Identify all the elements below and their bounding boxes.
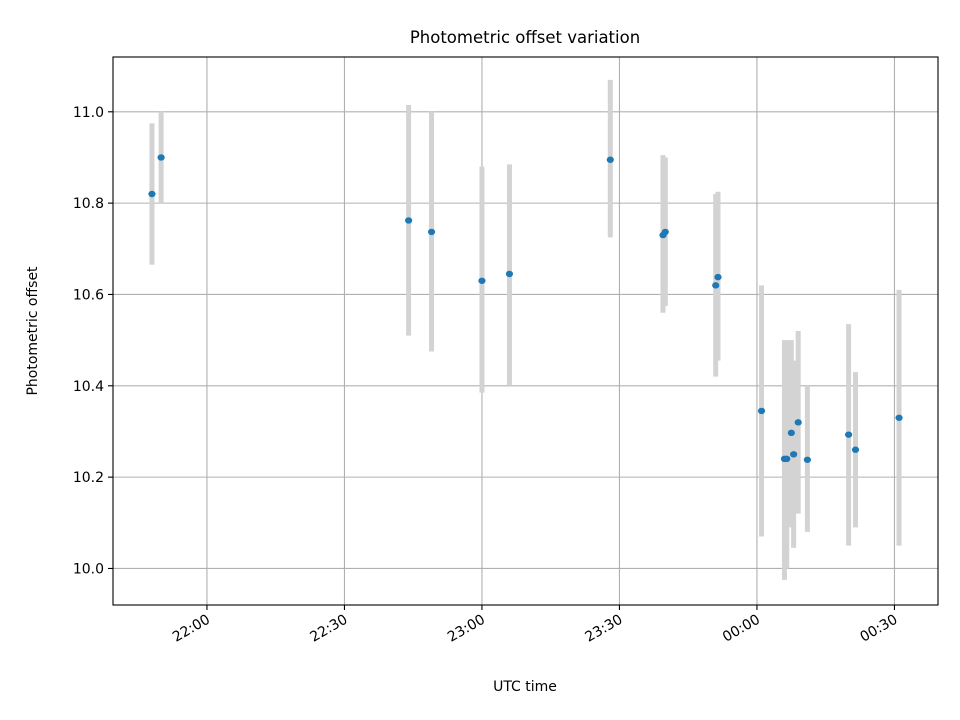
data-point (851, 446, 860, 453)
y-tick-label: 10.6 (73, 287, 104, 303)
data-point (427, 228, 436, 236)
data-point (606, 156, 614, 163)
y-tick-label: 10.2 (73, 470, 104, 486)
y-tick-label: 10.8 (73, 196, 104, 212)
y-tick-label: 10.0 (73, 561, 104, 577)
data-point (157, 154, 165, 161)
data-point (661, 228, 669, 236)
data-point (757, 407, 766, 415)
data-point (148, 190, 156, 198)
y-axis-label: Photometric offset (25, 266, 41, 396)
data-point (803, 456, 811, 463)
plot-frame (112, 56, 939, 606)
data-point (845, 431, 853, 438)
data-point (895, 414, 903, 421)
data-point (783, 455, 791, 463)
data-points (148, 154, 903, 463)
y-axis-ticks: 10.0 10.2 10.4 10.6 10.8 11.0 (73, 105, 113, 577)
data-point (478, 277, 486, 284)
data-point (712, 282, 720, 289)
y-tick-label: 10.4 (73, 379, 104, 395)
data-point (714, 273, 722, 281)
x-axis-label: UTC time (493, 679, 557, 695)
y-tick-label: 11.0 (73, 105, 104, 121)
chart-title: Photometric offset variation (410, 28, 640, 47)
data-point (794, 419, 802, 426)
data-point (405, 217, 413, 224)
data-point (787, 429, 795, 437)
data-point (505, 270, 514, 278)
data-point (790, 451, 798, 458)
